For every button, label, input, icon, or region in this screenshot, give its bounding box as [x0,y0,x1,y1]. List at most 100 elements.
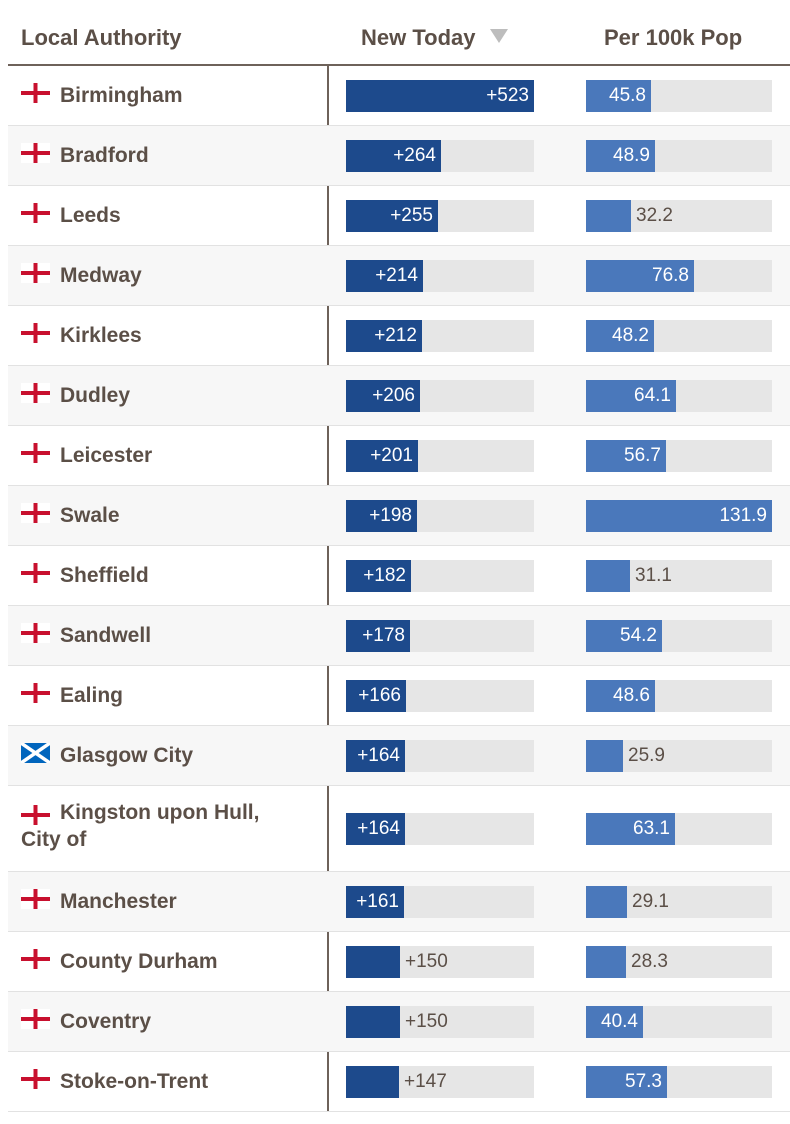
new-today-bar-track: +166 [346,680,534,712]
per-100k-bar-track: 32.2 [586,200,772,232]
new-today-bar-track: +198 [346,500,534,532]
table-row[interactable]: Coventry +150 40.4 [8,992,790,1052]
new-today-bar-track: +164 [346,813,534,845]
per-100k-bar [586,200,631,232]
local-authority-name: Sheffield [60,564,149,587]
table-row[interactable]: County Durham +150 28.3 [8,932,790,992]
local-authority-name: County Durham [60,950,218,973]
england-flag-icon [21,383,50,403]
per-100k-bar-track: 64.1 [586,380,772,412]
per-100k-value: 31.1 [635,565,672,586]
england-flag-icon [21,1069,50,1089]
england-flag-icon [21,1009,50,1029]
new-today-bar [346,680,406,712]
local-authority-name: Sandwell [60,624,152,647]
new-today-bar-track: +182 [346,560,534,592]
per-100k-bar-track: 76.8 [586,260,772,292]
table-row[interactable]: Kingston upon Hull, City of +164 63.1 [8,786,790,872]
per-100k-value: 40.4 [601,1011,638,1032]
per-100k-bar-track: 131.9 [586,500,772,532]
table-row[interactable]: Sheffield +182 31.1 [8,546,790,606]
new-today-bar [346,560,411,592]
per-100k-bar-track: 31.1 [586,560,772,592]
new-today-value: +214 [375,265,418,286]
new-today-value: +178 [362,625,405,646]
per-100k-bar [586,440,666,472]
per-100k-bar-track: 45.8 [586,80,772,112]
new-today-bar-track: +255 [346,200,534,232]
new-today-bar [346,260,423,292]
per-100k-bar-track: 57.3 [586,1066,772,1098]
new-today-bar [346,500,417,532]
per-100k-value: 63.1 [633,818,670,839]
new-today-bar [346,813,405,845]
new-today-value: +523 [486,85,529,106]
per-100k-bar [586,680,655,712]
per-100k-value: 28.3 [631,951,668,972]
new-today-bar-track: +164 [346,740,534,772]
local-authority-name: Manchester [60,890,177,913]
per-100k-bar-track: 48.9 [586,140,772,172]
england-flag-icon [21,949,50,969]
new-today-bar [346,946,400,978]
table-row[interactable]: Leeds +255 32.2 [8,186,790,246]
table-row[interactable]: Glasgow City +164 25.9 [8,726,790,786]
column-header-new-today[interactable]: New Today [361,0,508,66]
england-flag-icon [21,563,50,583]
new-today-bar [346,1066,399,1098]
new-today-value: +150 [405,951,448,972]
per-100k-bar [586,80,651,112]
new-today-bar [346,200,438,232]
new-today-value: +264 [393,145,436,166]
new-today-value: +164 [357,745,400,766]
table-row[interactable]: Medway +214 76.8 [8,246,790,306]
per-100k-bar-track: 48.6 [586,680,772,712]
new-today-value: +198 [369,505,412,526]
table-row[interactable]: Ealing +166 48.6 [8,666,790,726]
table-row[interactable]: Stoke-on-Trent +147 57.3 [8,1052,790,1112]
per-100k-value: 54.2 [620,625,657,646]
table-row[interactable]: Manchester +161 29.1 [8,872,790,932]
new-today-bar-track: +264 [346,140,534,172]
local-authority-name: Ealing [60,684,124,707]
table-row[interactable]: Kirklees +212 48.2 [8,306,790,366]
per-100k-value: 57.3 [625,1071,662,1092]
table-row[interactable]: Dudley +206 64.1 [8,366,790,426]
per-100k-value: 45.8 [609,85,646,106]
per-100k-value: 56.7 [624,445,661,466]
sort-descending-icon[interactable] [489,29,508,43]
per-100k-bar-track: 56.7 [586,440,772,472]
local-authority-name: Swale [60,504,120,527]
local-authority-name: Leeds [60,204,121,227]
table-row[interactable]: Swale +198 131.9 [8,486,790,546]
per-100k-bar [586,886,627,918]
table-header: Local Authority New Today Per 100k Pop [8,0,790,66]
per-100k-bar-track: 25.9 [586,740,772,772]
new-today-value: +166 [358,685,401,706]
table-row[interactable]: Bradford +264 48.9 [8,126,790,186]
column-header-per-100k[interactable]: Per 100k Pop [604,25,743,50]
england-flag-icon [21,323,50,343]
new-today-value: +255 [390,205,433,226]
new-today-bar [346,80,534,112]
table-row[interactable]: Sandwell +178 54.2 [8,606,790,666]
scotland-flag-icon [21,743,50,763]
per-100k-value: 32.2 [636,205,673,226]
per-100k-bar-track: 63.1 [586,813,772,845]
per-100k-bar [586,740,623,772]
england-flag-icon [21,143,50,163]
per-100k-bar [586,320,654,352]
per-100k-bar-track: 48.2 [586,320,772,352]
new-today-value: +161 [356,891,399,912]
per-100k-bar [586,380,676,412]
new-today-value: +164 [357,818,400,839]
per-100k-value: 76.8 [652,265,689,286]
new-today-value: +212 [374,325,417,346]
new-today-bar-track: +147 [346,1066,534,1098]
per-100k-bar-track: 28.3 [586,946,772,978]
table-row[interactable]: Leicester +201 56.7 [8,426,790,486]
new-today-value: +147 [404,1071,447,1092]
table-row[interactable]: Birmingham +523 45.8 [8,66,790,126]
local-authority-name: Kirklees [60,324,142,347]
column-header-local-authority[interactable]: Local Authority [21,25,182,50]
